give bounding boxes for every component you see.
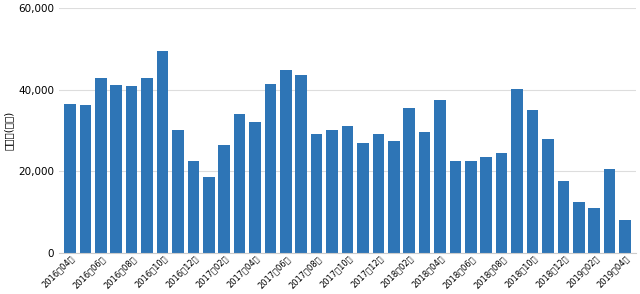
Bar [311, 134, 323, 253]
Bar [126, 86, 138, 253]
Bar [496, 153, 508, 253]
Bar [249, 122, 260, 253]
Bar [557, 181, 569, 253]
Bar [265, 83, 276, 253]
Bar [542, 138, 554, 253]
Bar [234, 114, 245, 253]
Bar [111, 85, 122, 253]
Bar [573, 202, 584, 253]
Bar [435, 100, 446, 253]
Bar [218, 145, 230, 253]
Bar [95, 78, 107, 253]
Bar [527, 110, 538, 253]
Bar [342, 126, 353, 253]
Bar [296, 75, 307, 253]
Bar [203, 177, 214, 253]
Bar [604, 169, 616, 253]
Bar [620, 220, 631, 253]
Bar [511, 89, 523, 253]
Bar [419, 132, 430, 253]
Y-axis label: 거래량(건수): 거래량(건수) [4, 111, 14, 150]
Bar [157, 51, 168, 253]
Bar [79, 105, 91, 253]
Bar [326, 130, 338, 253]
Bar [465, 161, 477, 253]
Bar [372, 134, 384, 253]
Bar [172, 130, 184, 253]
Bar [388, 141, 399, 253]
Bar [588, 208, 600, 253]
Bar [450, 161, 461, 253]
Bar [64, 104, 76, 253]
Bar [280, 70, 292, 253]
Bar [188, 161, 199, 253]
Bar [403, 108, 415, 253]
Bar [141, 78, 153, 253]
Bar [357, 143, 369, 253]
Bar [481, 157, 492, 253]
